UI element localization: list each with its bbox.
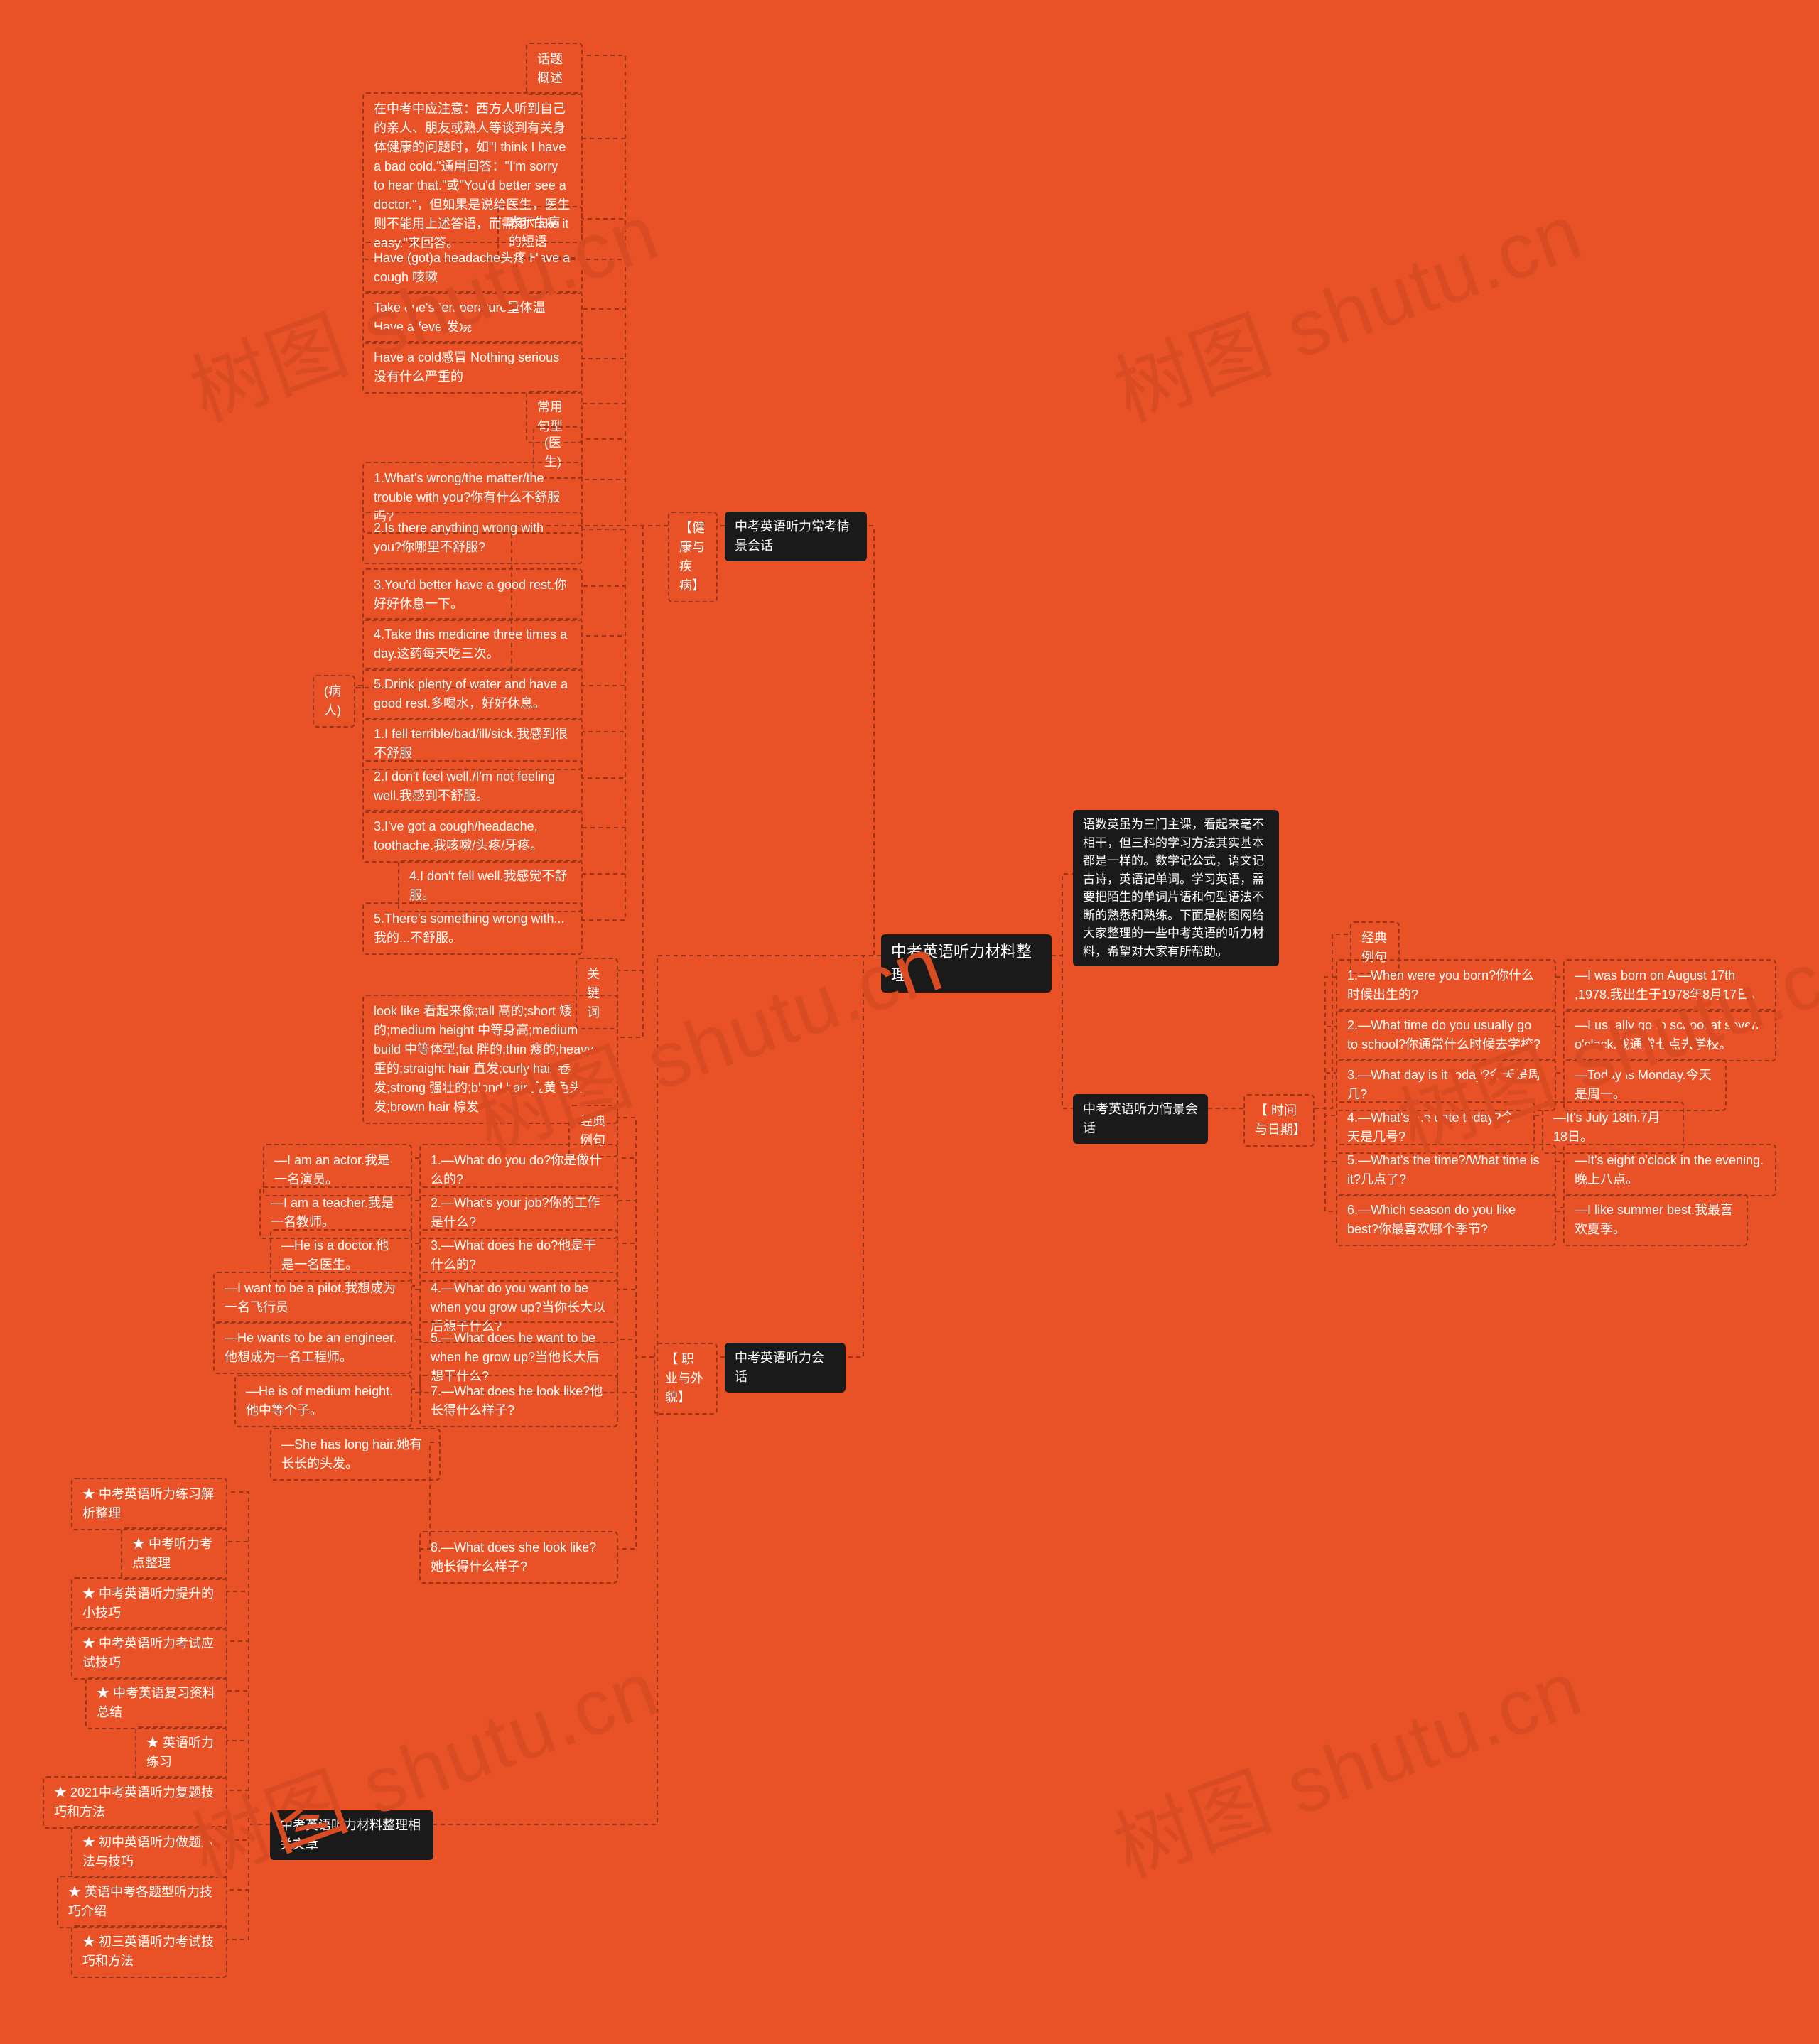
node-n119[interactable]: 5.There's something wrong with...我的...不舒… [362,902,583,955]
node-r1[interactable]: ★ 中考英语听力练习解析整理 [71,1478,227,1530]
node-n206[interactable]: 5.―What's the time?/What time is it?几点了? [1336,1144,1556,1196]
node-b1[interactable]: 中考英语听力常考情景会话 [725,512,867,561]
node-b2a[interactable]: 【 时间与日期】 [1243,1094,1315,1147]
node-n113[interactable]: 5.Drink plenty of water and have a good … [362,668,583,720]
node-n202a[interactable]: ―I was born on August 17th ,1978.我出生于197… [1563,959,1776,1012]
node-n112[interactable]: 4.Take this medicine three times a day.这… [362,618,583,671]
node-n305a[interactable]: ―I want to be a pilot.我想成为一名飞行员 [213,1272,412,1324]
node-n306a[interactable]: ―He wants to be an engineer.他想成为一名工程师。 [213,1321,412,1374]
node-r8[interactable]: ★ 初中英语听力做题方法与技巧 [71,1826,227,1878]
node-n101[interactable]: 话题概述 [526,43,583,95]
node-n104[interactable]: Have (got)a headache头疼 Have a cough 咳嗽 [362,242,583,294]
node-r4[interactable]: ★ 中考英语听力考试应试技巧 [71,1627,227,1680]
node-n203[interactable]: 2.―What time do you usually go to school… [1336,1009,1556,1061]
watermark: 树图 shutu.cn [1096,1625,1595,1899]
node-r3[interactable]: ★ 中考英语听力提升的小技巧 [71,1577,227,1630]
node-n111[interactable]: 3.You'd better have a good rest.你好好休息一下。 [362,568,583,621]
node-n308a[interactable]: ―She has long hair.她有长长的头发。 [270,1428,441,1481]
node-r10[interactable]: ★ 初三英语听力考试技巧和方法 [71,1925,227,1978]
node-r6[interactable]: ★ 英语听力练习 [135,1726,227,1779]
node-n308[interactable]: 8.―What does she look like?她长得什么样子? [419,1531,618,1584]
node-intro[interactable]: 语数英虽为三门主课，看起来毫不相干，但三科的学习方法其实基本都是一样的。数学记公… [1073,810,1279,966]
node-n114[interactable]: (病人) [313,675,355,728]
node-n202[interactable]: 1.―When were you born?你什么时候出生的? [1336,959,1556,1012]
node-n307a[interactable]: ―He is of medium height.他中等个子。 [234,1375,412,1427]
node-b4[interactable]: 中考英语听力材料整理相关文章 [270,1810,433,1860]
node-r9[interactable]: ★ 英语中考各题型听力技巧介绍 [57,1876,227,1928]
node-b3a[interactable]: 【 职业与外貌】 [654,1343,718,1415]
node-root[interactable]: 中考英语听力材料整理 [881,934,1052,993]
node-r2[interactable]: ★ 中考听力考点整理 [121,1527,227,1580]
node-n307[interactable]: 7.―What does he look like?他长得什么样子? [419,1375,618,1427]
node-b1a[interactable]: 【健康与疾病】 [668,512,718,602]
node-r7[interactable]: ★ 2021中考英语听力复题技巧和方法 [43,1776,227,1829]
node-b3[interactable]: 中考英语听力会话 [725,1343,846,1393]
node-r5[interactable]: ★ 中考英语复习资料总结 [85,1677,227,1729]
node-n206a[interactable]: ―It's eight o'clock in the evening.晚上八点。 [1563,1144,1776,1196]
node-n207[interactable]: 6.―Which season do you like best?你最喜欢哪个季… [1336,1194,1556,1246]
node-n106[interactable]: Have a cold感冒 Nothing serious没有什么严重的 [362,341,583,394]
mindmap-canvas: 中考英语听力材料整理语数英虽为三门主课，看起来毫不相干，但三科的学习方法其实基本… [0,0,1819,2044]
node-n117[interactable]: 3.I've got a cough/headache, toothache.我… [362,810,583,863]
node-n110[interactable]: 2.Is there anything wrong with you?你哪里不舒… [362,512,583,564]
node-n207a[interactable]: ―I like summer best.我最喜欢夏季。 [1563,1194,1748,1246]
node-n203a[interactable]: ―I usually go to school at seven o'clock… [1563,1009,1776,1061]
node-b2[interactable]: 中考英语听力情景会话 [1073,1094,1208,1144]
watermark: 树图 shutu.cn [1096,168,1595,443]
node-n105[interactable]: Take one's temperature量体温 Have a fever发烧 [362,291,583,344]
node-n116[interactable]: 2.I don't feel well./I'm not feeling wel… [362,760,583,813]
